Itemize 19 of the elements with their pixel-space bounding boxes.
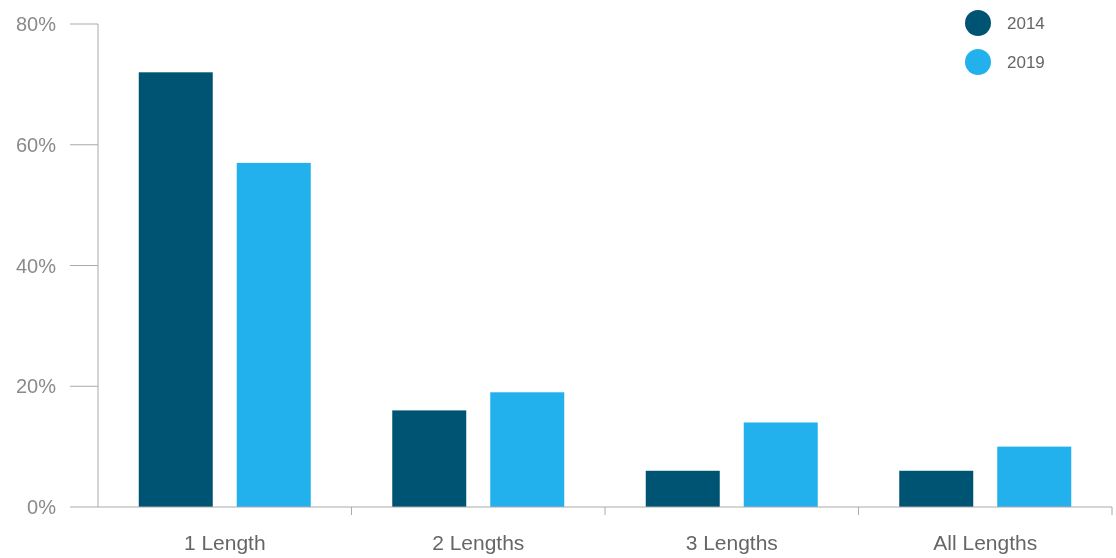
bar xyxy=(743,422,818,507)
legend-label: 2014 xyxy=(1007,13,1045,33)
legend-label: 2019 xyxy=(1007,52,1045,72)
y-tick-label: 60% xyxy=(15,133,57,156)
x-tick-label: All Lengths xyxy=(933,531,1038,554)
bar xyxy=(997,446,1072,507)
bar xyxy=(645,470,720,507)
x-tick-label: 1 Length xyxy=(183,531,266,554)
y-tick-label: 20% xyxy=(15,375,57,398)
y-tick-label: 80% xyxy=(15,13,57,35)
bar xyxy=(138,72,213,507)
bar xyxy=(899,470,974,507)
x-tick-label: 3 Lengths xyxy=(685,531,778,554)
bar xyxy=(490,392,565,507)
bar xyxy=(392,410,467,507)
y-tick-label: 0% xyxy=(27,496,57,518)
bar xyxy=(236,162,311,507)
x-tick-label: 2 Lengths xyxy=(432,531,525,554)
y-tick-label: 40% xyxy=(15,254,57,277)
